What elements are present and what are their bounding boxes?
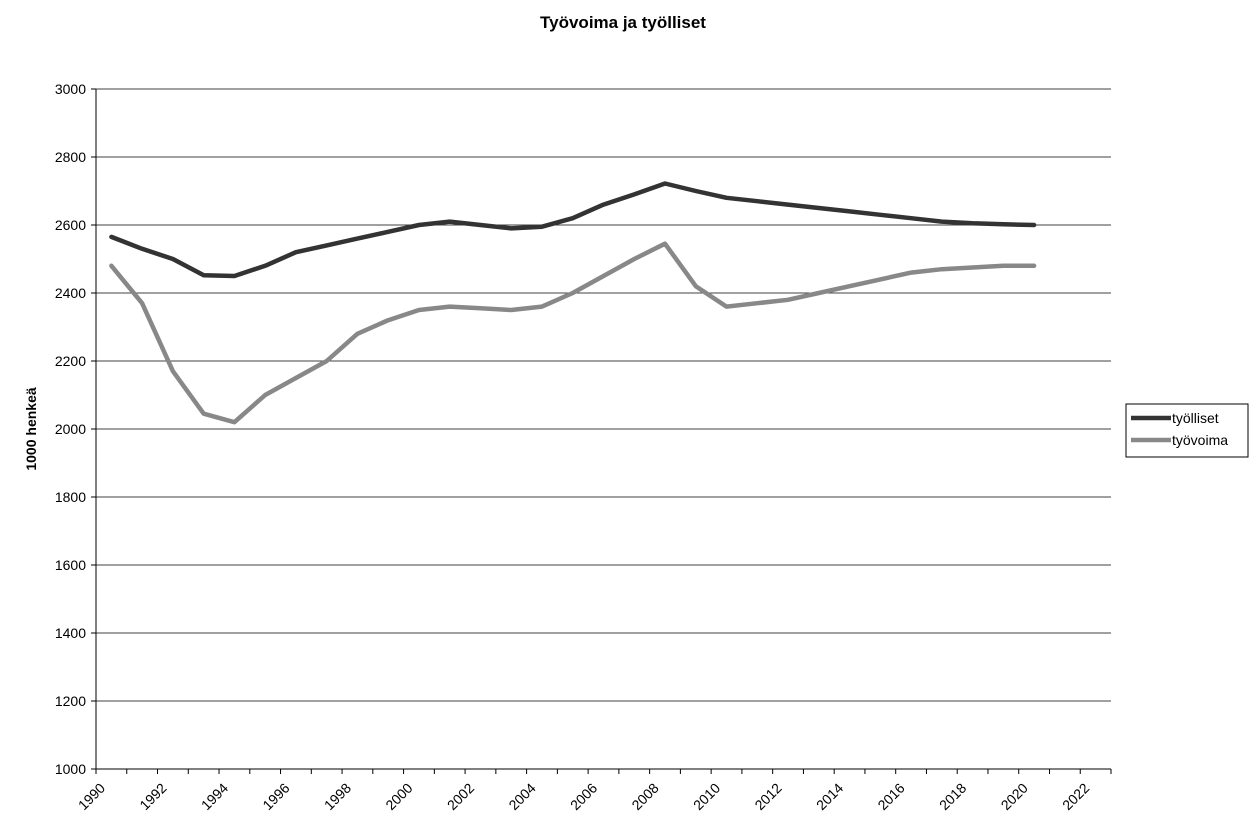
x-tick-label: 2010: [690, 780, 723, 813]
x-tick-label: 2012: [751, 780, 784, 813]
series-line-työvoima: [109, 241, 1037, 425]
x-tick-labels: 1990 1992 1994 1996 1998 2000 2002 2004 2006 2008…: [75, 780, 1093, 813]
legend: työlliset työvoima: [1125, 403, 1249, 458]
y-tick-label: 1200: [55, 693, 86, 709]
y-axis-label: 1000 henkeä: [23, 387, 39, 470]
series-line-työlliset: [109, 181, 1037, 279]
legend-label-työvoima: työvoima: [1172, 432, 1228, 448]
x-tick-label: 2016: [874, 780, 907, 813]
axes: [91, 88, 1112, 774]
legend-label-työlliset: työlliset: [1172, 410, 1219, 426]
x-tick-label: 1992: [136, 780, 169, 813]
x-tick-label: 2020: [998, 780, 1031, 813]
y-tick-label: 2600: [55, 217, 86, 233]
y-tick-label: 1000: [55, 761, 86, 777]
x-tick-label: 2002: [444, 780, 477, 813]
series-lines: [109, 181, 1037, 425]
chart-title: Työvoima ja työlliset: [540, 13, 706, 32]
x-tick-label: 2014: [813, 780, 846, 813]
x-tick-label: 1990: [75, 780, 108, 813]
x-tick-label: 1998: [321, 780, 354, 813]
y-tick-label: 1800: [55, 489, 86, 505]
y-tick-label: 1400: [55, 625, 86, 641]
y-tick-label: 2800: [55, 149, 86, 165]
x-tick-label: 1994: [198, 780, 231, 813]
x-tick-label: 1996: [259, 780, 292, 813]
legend-box: [1125, 403, 1249, 458]
gridlines: [96, 88, 1111, 702]
x-tick-label: 2004: [505, 780, 538, 813]
x-tick-label: 2022: [1059, 780, 1092, 813]
y-tick-labels: 1000 1200 1400 1600 1800 2000 2200 2400 2600 2800…: [55, 81, 86, 777]
y-tick-label: 2200: [55, 353, 86, 369]
x-tick-label: 2008: [628, 780, 661, 813]
y-tick-label: 2400: [55, 285, 86, 301]
y-tick-label: 3000: [55, 81, 86, 97]
x-tick-label: 2006: [567, 780, 600, 813]
y-tick-label: 2000: [55, 421, 86, 437]
y-tick-label: 1600: [55, 557, 86, 573]
x-tick-label: 2018: [936, 780, 969, 813]
x-tick-label: 2000: [382, 780, 415, 813]
